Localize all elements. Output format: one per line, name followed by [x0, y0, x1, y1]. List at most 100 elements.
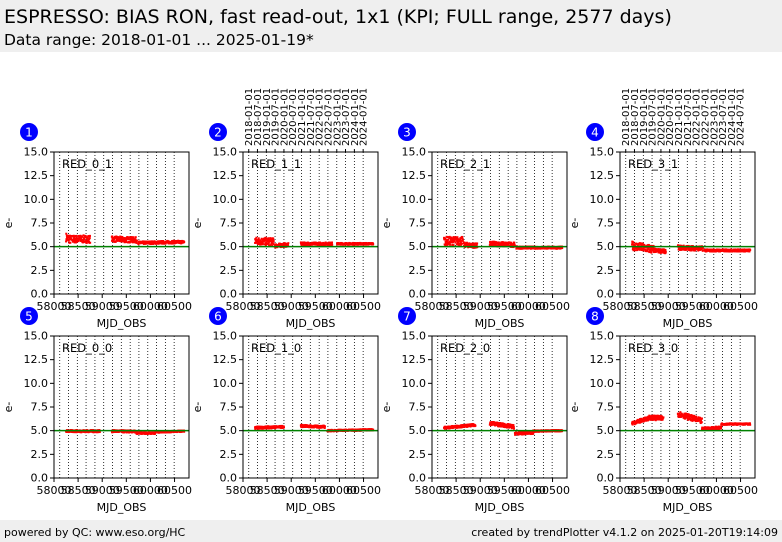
- footer-timestamp: created by trendPlotter v4.1.2 on 2025-0…: [471, 526, 778, 539]
- x-tick-label: 59500: [298, 484, 333, 497]
- date-tick-label: 2021-01-01: [674, 88, 685, 146]
- data-point: [264, 239, 267, 242]
- data-point: [78, 235, 81, 238]
- data-point: [696, 419, 699, 422]
- data-point: [316, 424, 319, 427]
- data-point: [69, 241, 72, 244]
- data-point: [514, 433, 517, 436]
- data-point: [465, 241, 468, 244]
- data-point: [470, 244, 473, 247]
- data-point: [662, 416, 665, 419]
- y-tick-label: 5.0: [597, 240, 615, 253]
- data-point: [83, 238, 86, 241]
- data-point: [497, 241, 500, 244]
- data-point: [500, 244, 503, 247]
- y-tick-label: 2.5: [31, 264, 49, 277]
- data-point: [748, 250, 751, 253]
- data-point: [331, 243, 334, 246]
- x-tick-label: 60000: [511, 300, 546, 313]
- data-point: [458, 239, 461, 242]
- data-point: [257, 239, 260, 242]
- data-point: [640, 249, 643, 252]
- panel-number: 7: [403, 310, 411, 324]
- data-point: [687, 413, 690, 416]
- data-point: [458, 243, 461, 246]
- x-tick-label: 60500: [723, 484, 758, 497]
- data-point: [636, 249, 639, 252]
- panel-label: RED_1_1: [251, 157, 301, 171]
- data-point: [74, 241, 77, 244]
- data-point: [257, 237, 260, 240]
- data-point: [66, 238, 69, 241]
- y-tick-label: 15.0: [590, 146, 615, 159]
- x-axis-label: MJD_OBS: [97, 317, 147, 330]
- panel-number-badge: [398, 123, 416, 141]
- data-point: [323, 426, 326, 429]
- data-point: [88, 238, 91, 241]
- data-point: [73, 241, 76, 244]
- y-tick-label: 12.5: [24, 353, 49, 366]
- data-point: [686, 417, 689, 420]
- data-point: [268, 244, 271, 247]
- data-point: [265, 243, 268, 246]
- data-point: [263, 238, 266, 241]
- panel-number: 6: [214, 310, 222, 324]
- data-point: [255, 236, 258, 239]
- date-tick-label: 2020-01-01: [279, 88, 290, 146]
- data-point: [724, 250, 727, 253]
- panel-number: 8: [591, 310, 599, 324]
- data-point: [89, 241, 92, 244]
- x-tick-label: 59500: [487, 484, 522, 497]
- panel-number-badge: [586, 123, 604, 141]
- y-axis-label: e-: [2, 218, 15, 229]
- data-point: [75, 234, 78, 237]
- data-point: [445, 242, 448, 245]
- data-point: [460, 424, 463, 427]
- y-tick-label: 15.0: [213, 146, 238, 159]
- data-point: [84, 235, 87, 238]
- y-tick-label: 0.0: [220, 472, 238, 485]
- data-point: [347, 243, 350, 246]
- data-point: [662, 251, 665, 254]
- data-point: [685, 248, 688, 251]
- x-tick-label: 60000: [322, 484, 357, 497]
- data-point: [729, 248, 732, 251]
- data-point: [643, 243, 646, 246]
- data-point: [701, 246, 704, 249]
- data-series: [65, 232, 186, 246]
- data-point: [494, 424, 497, 427]
- data-point: [135, 239, 138, 242]
- panel-label: RED_3_0: [628, 341, 678, 355]
- data-point: [642, 247, 645, 250]
- x-tick-label: 58000: [37, 484, 72, 497]
- date-tick-label: 2023-01-01: [709, 88, 720, 146]
- data-point: [272, 243, 275, 246]
- data-point: [640, 243, 643, 246]
- panel-number: 1: [25, 126, 33, 140]
- data-point: [261, 242, 264, 245]
- data-point: [271, 244, 274, 247]
- y-tick-label: 7.5: [220, 401, 238, 414]
- y-tick-label: 15.0: [402, 146, 427, 159]
- panel-6: 0.0 2.5 5.0 7.5 10.0 12.5 15.0 5800058500590005…: [191, 307, 381, 514]
- data-point: [286, 243, 289, 246]
- data-point: [457, 241, 460, 244]
- y-tick-label: 10.0: [213, 193, 238, 206]
- data-point: [75, 236, 78, 239]
- data-point: [664, 248, 667, 251]
- y-tick-label: 0.0: [409, 288, 427, 301]
- date-tick-label: 2020-07-01: [288, 88, 299, 146]
- data-point: [77, 240, 80, 243]
- x-tick-label: 58000: [226, 484, 261, 497]
- data-point: [456, 242, 459, 245]
- y-axis-label: e-: [380, 218, 393, 229]
- data-point: [513, 242, 516, 245]
- x-tick-label: 59000: [85, 300, 120, 313]
- data-point: [684, 413, 687, 416]
- x-tick-label: 59500: [487, 300, 522, 313]
- data-point: [129, 236, 132, 239]
- data-point: [650, 251, 653, 254]
- data-point: [73, 235, 76, 238]
- data-point: [720, 425, 723, 428]
- x-tick-label: 59500: [109, 300, 144, 313]
